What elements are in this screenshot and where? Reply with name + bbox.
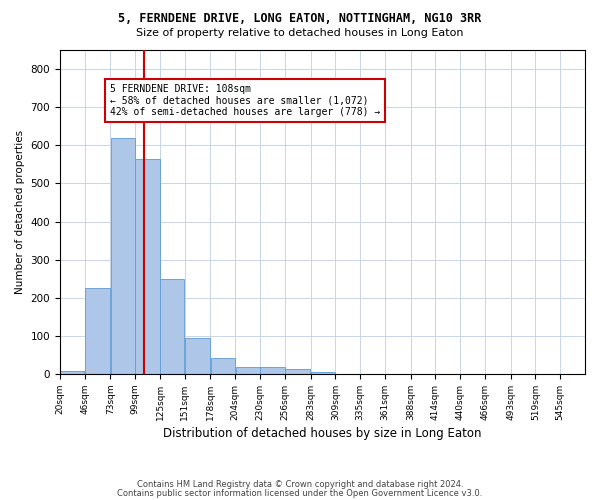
Bar bbox=[85, 288, 110, 374]
Text: Contains HM Land Registry data © Crown copyright and database right 2024.: Contains HM Land Registry data © Crown c… bbox=[137, 480, 463, 489]
Text: 5 FERNDENE DRIVE: 108sqm
← 58% of detached houses are smaller (1,072)
42% of sem: 5 FERNDENE DRIVE: 108sqm ← 58% of detach… bbox=[110, 84, 380, 117]
Bar bbox=[311, 372, 335, 374]
Bar bbox=[160, 278, 184, 374]
Text: 5, FERNDENE DRIVE, LONG EATON, NOTTINGHAM, NG10 3RR: 5, FERNDENE DRIVE, LONG EATON, NOTTINGHA… bbox=[118, 12, 482, 26]
Bar bbox=[236, 367, 260, 374]
Bar bbox=[285, 370, 310, 374]
Text: Size of property relative to detached houses in Long Eaton: Size of property relative to detached ho… bbox=[136, 28, 464, 38]
X-axis label: Distribution of detached houses by size in Long Eaton: Distribution of detached houses by size … bbox=[163, 427, 482, 440]
Bar bbox=[110, 138, 135, 374]
Bar bbox=[211, 358, 235, 374]
Y-axis label: Number of detached properties: Number of detached properties bbox=[15, 130, 25, 294]
Bar bbox=[185, 338, 210, 374]
Bar bbox=[260, 367, 284, 374]
Bar bbox=[60, 371, 85, 374]
Bar bbox=[136, 158, 160, 374]
Text: Contains public sector information licensed under the Open Government Licence v3: Contains public sector information licen… bbox=[118, 490, 482, 498]
